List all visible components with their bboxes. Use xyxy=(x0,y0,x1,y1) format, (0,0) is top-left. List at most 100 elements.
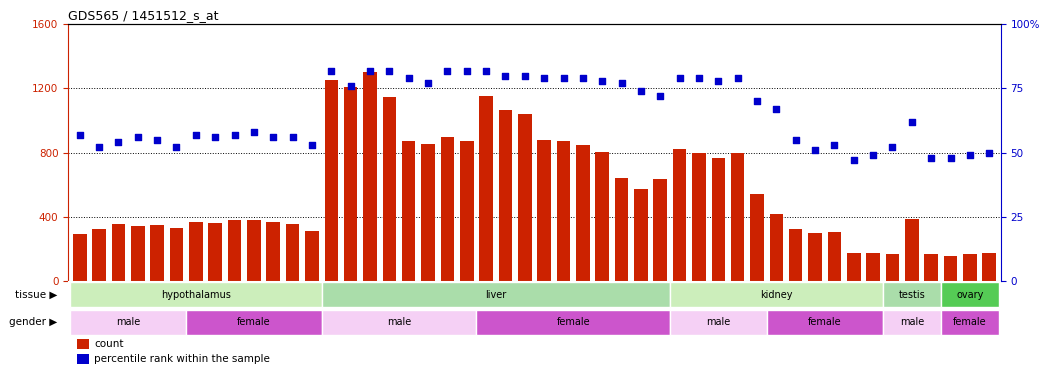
Bar xyxy=(808,233,822,281)
Bar xyxy=(477,310,670,334)
Text: male: male xyxy=(116,317,140,327)
Bar xyxy=(440,137,454,281)
Text: ovary: ovary xyxy=(956,290,984,300)
Bar xyxy=(266,222,280,281)
Bar xyxy=(70,310,187,334)
Point xyxy=(652,93,669,99)
Point xyxy=(768,106,785,112)
Bar xyxy=(92,229,106,281)
Bar xyxy=(322,310,477,334)
Bar xyxy=(556,141,570,281)
Point xyxy=(323,68,340,74)
Point xyxy=(846,157,863,163)
Text: female: female xyxy=(953,317,986,327)
Bar xyxy=(78,354,89,364)
Point xyxy=(613,80,630,86)
Text: male: male xyxy=(706,317,730,327)
Bar xyxy=(187,310,322,334)
Point xyxy=(807,147,824,153)
Bar xyxy=(963,254,977,281)
Text: female: female xyxy=(808,317,842,327)
Point xyxy=(419,80,436,86)
Text: kidney: kidney xyxy=(760,290,792,300)
Point xyxy=(91,144,108,150)
Text: testis: testis xyxy=(898,290,925,300)
Point xyxy=(206,134,223,140)
Bar xyxy=(305,231,319,281)
Text: male: male xyxy=(899,317,924,327)
Bar xyxy=(941,282,999,307)
Point xyxy=(458,68,475,74)
Bar xyxy=(789,229,803,281)
Text: hypothalamus: hypothalamus xyxy=(161,290,231,300)
Bar xyxy=(670,310,767,334)
Bar xyxy=(673,148,686,281)
Bar xyxy=(924,254,938,281)
Point xyxy=(129,134,146,140)
Bar xyxy=(769,214,783,281)
Bar xyxy=(730,153,744,281)
Bar xyxy=(227,220,241,281)
Bar xyxy=(73,234,87,281)
Bar xyxy=(322,282,670,307)
Bar xyxy=(767,310,882,334)
Text: liver: liver xyxy=(485,290,506,300)
Text: female: female xyxy=(556,317,590,327)
Point xyxy=(865,152,881,158)
Bar xyxy=(828,232,842,281)
Bar xyxy=(982,253,996,281)
Point xyxy=(343,83,359,89)
Point xyxy=(265,134,282,140)
Point xyxy=(381,68,398,74)
Bar xyxy=(712,158,725,281)
Point xyxy=(729,75,746,81)
Bar xyxy=(886,254,899,281)
Point xyxy=(885,144,901,150)
Bar xyxy=(460,141,474,281)
Point xyxy=(633,88,650,94)
Point xyxy=(748,98,765,104)
Point xyxy=(400,75,417,81)
Bar xyxy=(209,223,222,281)
Point xyxy=(439,68,456,74)
Bar xyxy=(518,114,531,281)
Point xyxy=(110,140,127,146)
Bar xyxy=(905,219,919,281)
Point xyxy=(226,132,243,138)
Point xyxy=(555,75,572,81)
Point xyxy=(304,142,321,148)
Text: percentile rank within the sample: percentile rank within the sample xyxy=(94,354,270,364)
Bar xyxy=(847,253,860,281)
Bar xyxy=(189,222,202,281)
Point xyxy=(981,150,998,156)
Bar xyxy=(286,224,300,281)
Bar xyxy=(344,87,357,281)
Point xyxy=(942,155,959,161)
Point xyxy=(787,137,804,143)
Bar xyxy=(941,310,999,334)
Point xyxy=(574,75,591,81)
Bar xyxy=(78,339,89,350)
Bar xyxy=(654,179,667,281)
Bar xyxy=(150,225,163,281)
Point xyxy=(536,75,552,81)
Text: count: count xyxy=(94,339,124,349)
Text: tissue ▶: tissue ▶ xyxy=(15,290,57,300)
Bar xyxy=(692,153,705,281)
Text: GDS565 / 1451512_s_at: GDS565 / 1451512_s_at xyxy=(68,9,219,22)
Text: gender ▶: gender ▶ xyxy=(8,317,57,327)
Text: female: female xyxy=(237,317,270,327)
Bar xyxy=(70,282,322,307)
Point xyxy=(903,119,920,125)
Bar xyxy=(402,141,415,281)
Bar xyxy=(595,152,609,281)
Bar xyxy=(499,110,512,281)
Point xyxy=(478,68,495,74)
Bar xyxy=(750,194,764,281)
Point xyxy=(284,134,301,140)
Bar xyxy=(944,256,957,281)
Point xyxy=(691,75,707,81)
Point xyxy=(168,144,184,150)
Bar xyxy=(867,253,880,281)
Bar xyxy=(615,178,629,281)
